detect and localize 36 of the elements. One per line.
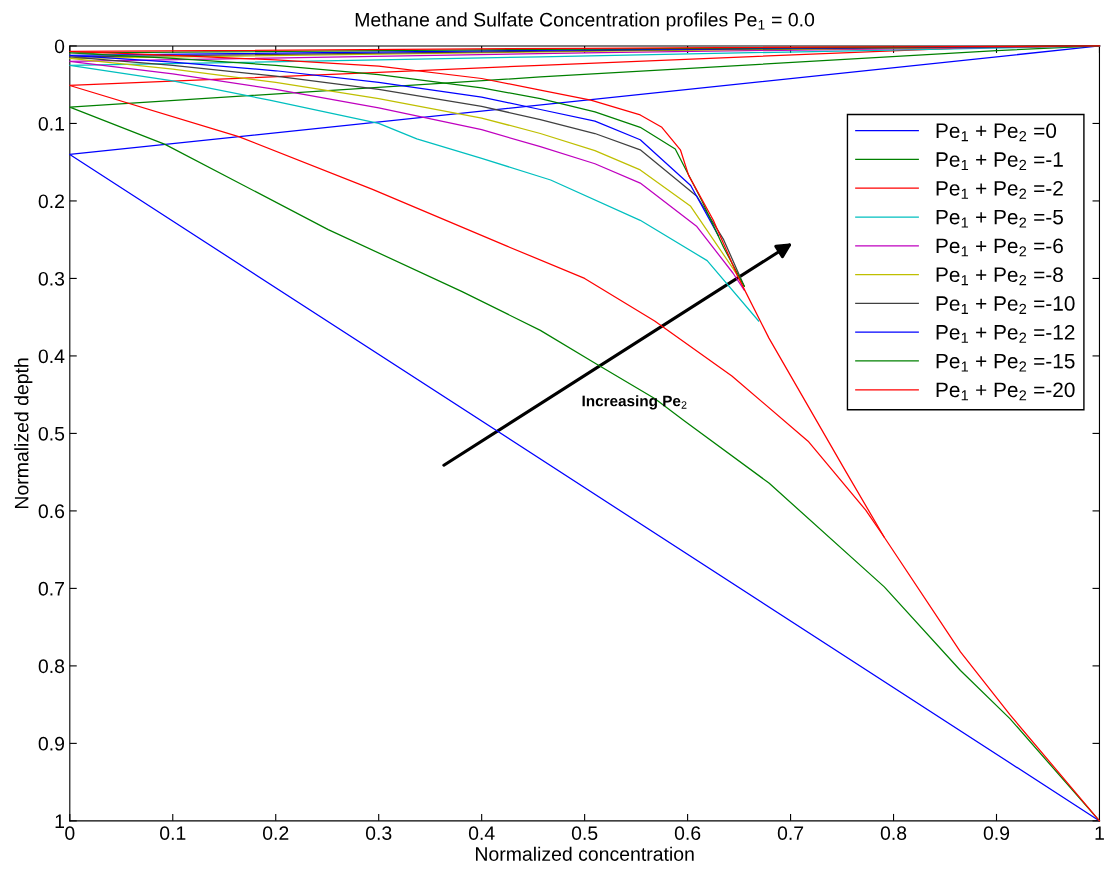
y-axis-title: Normalized depth [14,358,33,509]
y-tick-label: 0 [54,39,65,54]
legend-label: Pe$_{1}$ + Pe$_{2}$ =-12 [936,324,1075,343]
x-tick-label: 0.2 [262,826,289,841]
legend-label: Pe$_{1}$ + Pe$_{2}$ =-2 [936,180,1063,199]
y-tick-label: 0.4 [38,349,65,364]
x-tick-label: 1 [1095,826,1104,840]
y-tick-label: 0.7 [38,581,64,596]
y-tick-label: 0.8 [38,659,65,674]
y-tick-label: 1 [55,814,64,828]
y-tick-label: 0.2 [38,194,64,209]
y-tick-label: 0.3 [38,271,65,286]
chart-title: Methane and Sulfate Concentration profiles Pe$_{1}$ = 0.0 [355,12,815,31]
x-tick-label: 0.3 [365,826,392,841]
y-tick-label: 0.9 [38,736,65,751]
y-tick-label: 0.5 [38,426,65,441]
y-tick-label: 0.1 [38,116,64,131]
legend-label: Pe$_{1}$ + Pe$_{2}$ =-20 [936,382,1075,401]
legend-label: Pe$_{1}$ + Pe$_{2}$ =-15 [936,353,1075,372]
x-tick-label: 0 [65,826,75,841]
y-tick-label: 0.6 [38,504,65,519]
x-tick-label: 0.4 [468,826,495,841]
x-axis-title: Normalized concentration [476,846,694,861]
legend-label: Pe$_{1}$ + Pe$_{2}$ =-10 [936,296,1075,314]
legend-label: Pe$_{1}$ + Pe$_{2}$ =-1 [936,152,1063,170]
legend-label: Pe$_{1}$ + Pe$_{2}$ =0 [936,123,1057,142]
legend-label: Pe$_{1}$ + Pe$_{2}$ =-8 [936,267,1063,286]
annotation: Increasing Pe$_{2}$ [582,395,687,410]
x-tick-label: 0.6 [674,826,701,841]
x-tick-label: 0.8 [880,826,907,841]
legend-label: Pe$_{1}$ + Pe$_{2}$ =-6 [936,238,1063,257]
x-tick-label: 0.1 [160,826,186,841]
x-tick-label: 0.9 [983,826,1010,841]
legend-label: Pe$_{1}$ + Pe$_{2}$ =-5 [936,209,1063,228]
x-tick-label: 0.5 [571,826,598,841]
x-tick-label: 0.7 [777,826,804,841]
